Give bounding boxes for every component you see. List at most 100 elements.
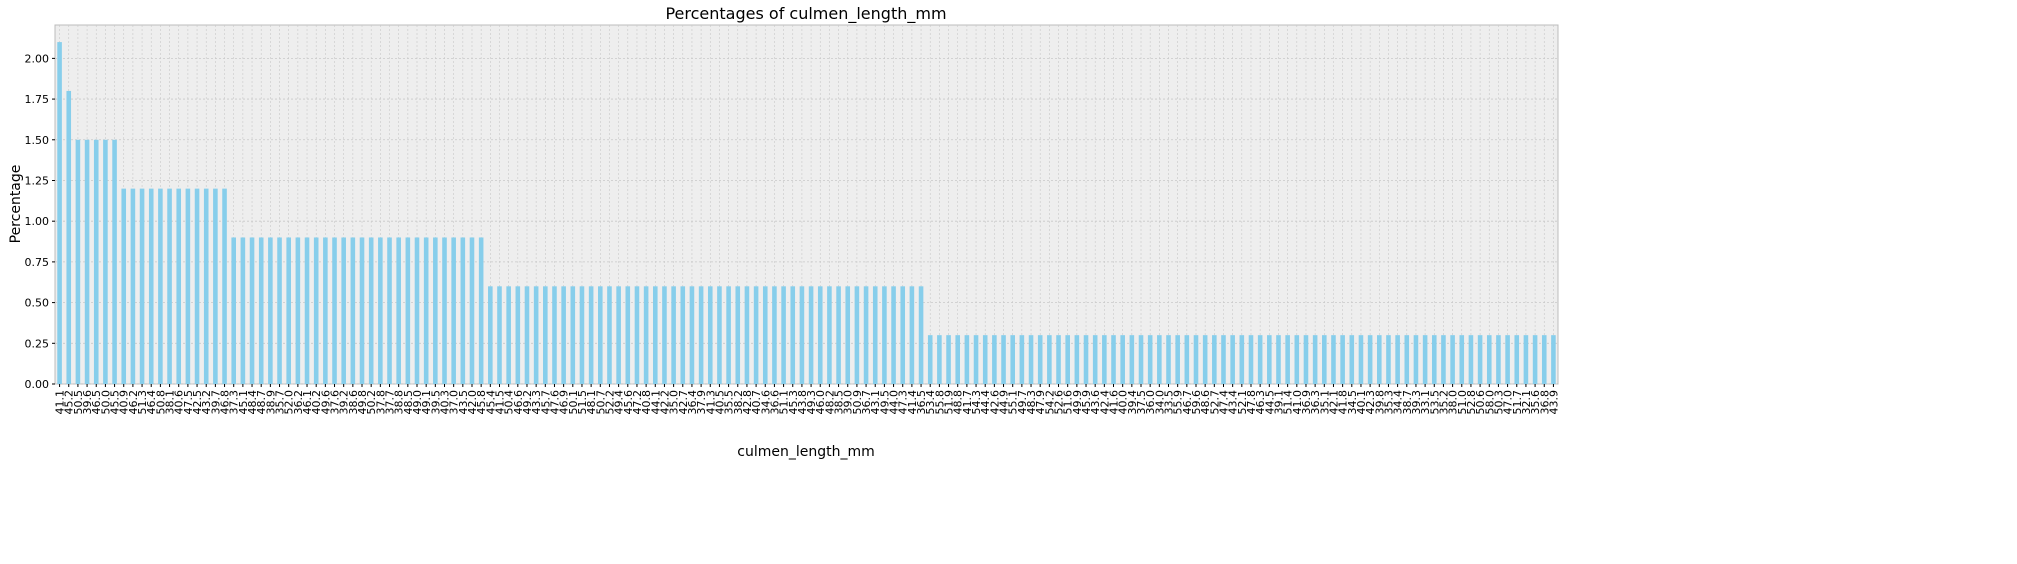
bar — [689, 286, 695, 384]
x-tick-label: 43.4 — [1227, 390, 1240, 415]
bar — [1496, 335, 1501, 384]
x-tick-label: 32.1 — [1520, 390, 1533, 415]
bar — [1450, 335, 1455, 384]
bar — [277, 237, 282, 384]
bar — [304, 237, 310, 384]
bar — [313, 237, 319, 384]
x-tick-label: 45.1 — [237, 390, 250, 415]
x-tick-label: 49.4 — [613, 390, 626, 415]
bar — [1505, 335, 1510, 384]
bar — [1551, 335, 1556, 384]
bar — [1349, 335, 1355, 384]
bar — [240, 237, 246, 384]
x-tick-label: 43.5 — [457, 390, 470, 415]
bar — [478, 237, 484, 384]
bar — [579, 286, 585, 384]
bar — [1010, 335, 1015, 384]
bar — [1111, 335, 1116, 384]
x-tick-label: 46.8 — [219, 390, 232, 415]
bar — [992, 335, 997, 384]
bar — [387, 237, 392, 384]
bar — [213, 188, 218, 384]
x-tick-label: 52.8 — [1465, 390, 1478, 415]
bar — [552, 286, 557, 384]
x-tick-label: 53.4 — [924, 390, 937, 415]
x-tick-label: 47.6 — [548, 390, 561, 415]
bar — [185, 188, 191, 384]
bar — [1285, 335, 1290, 384]
bar — [799, 286, 805, 384]
x-tick-label: 46.9 — [558, 390, 571, 415]
bar — [735, 286, 741, 384]
bar — [973, 335, 979, 384]
bar — [75, 139, 81, 384]
bar — [598, 286, 603, 384]
x-tick-label: 38.0 — [1447, 390, 1460, 415]
bar — [341, 237, 346, 384]
bar — [1019, 335, 1025, 384]
bar — [1221, 335, 1226, 384]
bar — [561, 286, 566, 384]
bar — [863, 286, 869, 384]
x-tick-label: 37.5 — [1135, 390, 1148, 415]
x-tick-label: 55.9 — [1172, 390, 1185, 415]
bar — [698, 286, 704, 384]
x-tick-label: 41.8 — [1337, 390, 1350, 415]
bar — [469, 237, 475, 384]
bar — [1477, 335, 1483, 384]
x-tick-label: 42.6 — [988, 390, 1001, 415]
x-tick-label: 39.3 — [1410, 390, 1423, 415]
bar — [323, 237, 328, 384]
x-tick-label: 42.4 — [1098, 390, 1111, 415]
bar — [836, 286, 841, 384]
x-tick-label: 36.0 — [1144, 390, 1157, 415]
x-tick-label: 42.8 — [741, 390, 754, 415]
x-tick-label: 40.0 — [1117, 390, 1130, 415]
x-tick-label: 41.7 — [961, 390, 974, 415]
bar — [1120, 335, 1125, 384]
x-tick-label: 36.6 — [768, 390, 781, 415]
x-tick-label: 38.9 — [264, 390, 277, 415]
y-tick-label: 0.25 — [25, 337, 50, 350]
x-tick-label: 39.5 — [429, 390, 442, 415]
x-tick-label: 49.7 — [1016, 390, 1029, 415]
bar — [121, 188, 127, 384]
x-tick-label: 48.7 — [255, 390, 268, 415]
x-tick-label: 48.3 — [1025, 390, 1038, 415]
bar — [103, 139, 108, 384]
bar — [295, 237, 301, 384]
bar — [753, 286, 759, 384]
bar — [854, 286, 860, 384]
bar — [1248, 335, 1254, 384]
x-tick-label: 42.7 — [677, 390, 690, 415]
bar — [937, 335, 942, 384]
bar — [1147, 335, 1153, 384]
bar — [643, 286, 649, 384]
bar — [827, 286, 832, 384]
bar — [1129, 335, 1135, 384]
bar — [268, 237, 273, 384]
bar — [845, 286, 851, 384]
x-tick-label: 51.1 — [778, 390, 791, 415]
x-tick-label: 49.5 — [878, 390, 891, 415]
x-tick-label: 33.1 — [1419, 390, 1432, 415]
x-tick-label: 50.4 — [503, 390, 516, 415]
x-tick-label: 48.8 — [952, 390, 965, 415]
x-tick-label: 51.4 — [1282, 390, 1295, 415]
x-axis-label: culmen_length_mm — [737, 444, 874, 460]
bar — [918, 286, 924, 384]
bar — [1294, 335, 1300, 384]
y-tick-label: 1.50 — [25, 134, 50, 147]
x-tick-label: 40.7 — [750, 390, 763, 415]
bar — [1239, 335, 1245, 384]
bar — [497, 286, 502, 384]
x-tick-label: 48.2 — [823, 390, 836, 415]
x-tick-label: 38.1 — [164, 390, 177, 415]
bar — [1322, 335, 1327, 384]
bar — [790, 286, 796, 384]
x-tick-label: 50.9 — [851, 390, 864, 415]
bar — [946, 335, 951, 384]
x-tick-label: 35.0 — [668, 390, 681, 415]
x-tick-label: 59.6 — [1190, 390, 1203, 415]
